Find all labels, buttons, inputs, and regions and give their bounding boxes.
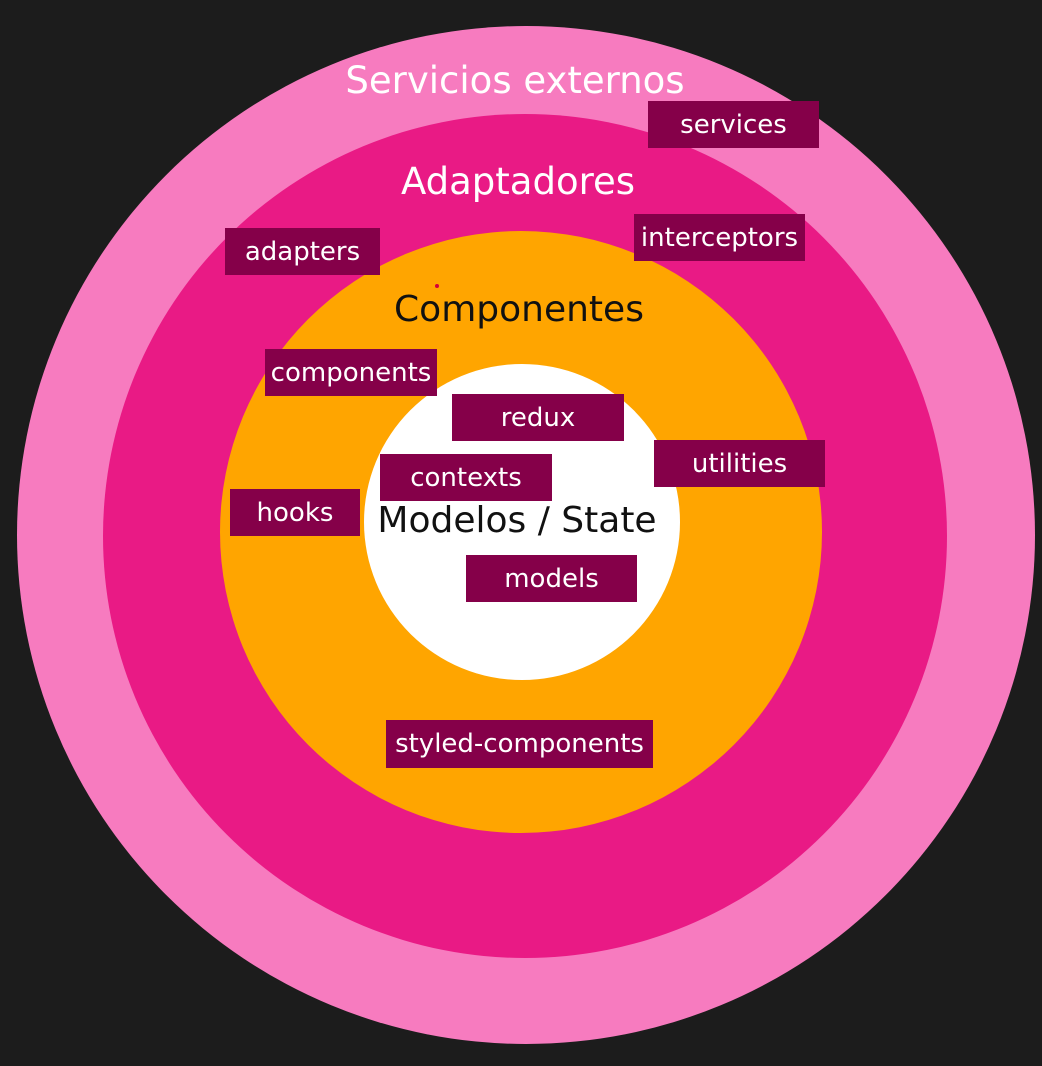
- components-tag: components: [265, 349, 437, 396]
- components-title: Componentes: [394, 289, 644, 330]
- adapters-title: Adaptadores: [400, 160, 636, 203]
- adapters-tag: adapters: [225, 228, 380, 275]
- styled-components-tag: styled-components: [386, 720, 653, 768]
- external-services-title: Servicios externos: [345, 59, 685, 102]
- contexts-tag: contexts: [380, 454, 552, 501]
- utilities-tag: utilities: [654, 440, 825, 487]
- models-state-title: Modelos / State: [377, 500, 657, 541]
- services-tag: services: [648, 101, 819, 148]
- models-tag: models: [466, 555, 637, 602]
- hooks-tag: hooks: [230, 489, 360, 536]
- redux-tag: redux: [452, 394, 624, 441]
- interceptors-tag: interceptors: [634, 214, 805, 261]
- marker-dot: [435, 284, 439, 288]
